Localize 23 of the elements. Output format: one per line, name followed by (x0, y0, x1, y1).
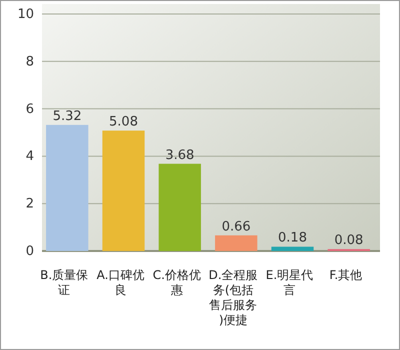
data-label: 5.32 (52, 108, 82, 124)
x-tick-label: E.明星代言 (266, 268, 314, 297)
x-tick-label: A.口碑优良 (96, 268, 144, 297)
y-tick-label: 2 (26, 196, 34, 212)
x-tick-label: C.价格优惠 (152, 268, 201, 297)
bar (158, 164, 201, 251)
x-tick-label: D.全程服务(包括售后服务)便捷 (208, 268, 258, 327)
data-label: 3.68 (165, 148, 194, 163)
data-label: 0.66 (222, 219, 251, 234)
bar (215, 235, 258, 251)
y-tick-label: 10 (17, 7, 34, 22)
y-tick-label: 8 (26, 54, 34, 70)
bar (271, 246, 314, 251)
bar (46, 124, 88, 251)
y-tick-label: 0 (26, 244, 34, 259)
data-label: 5.08 (109, 114, 138, 130)
x-tick-label: F.其他 (329, 268, 362, 282)
y-tick-label: 4 (26, 149, 34, 164)
y-tick-label: 6 (26, 102, 34, 117)
data-label: 0.08 (334, 233, 364, 248)
data-label: 0.18 (278, 230, 307, 246)
bar (102, 130, 145, 251)
x-tick-label: B.质量保证 (40, 268, 88, 297)
